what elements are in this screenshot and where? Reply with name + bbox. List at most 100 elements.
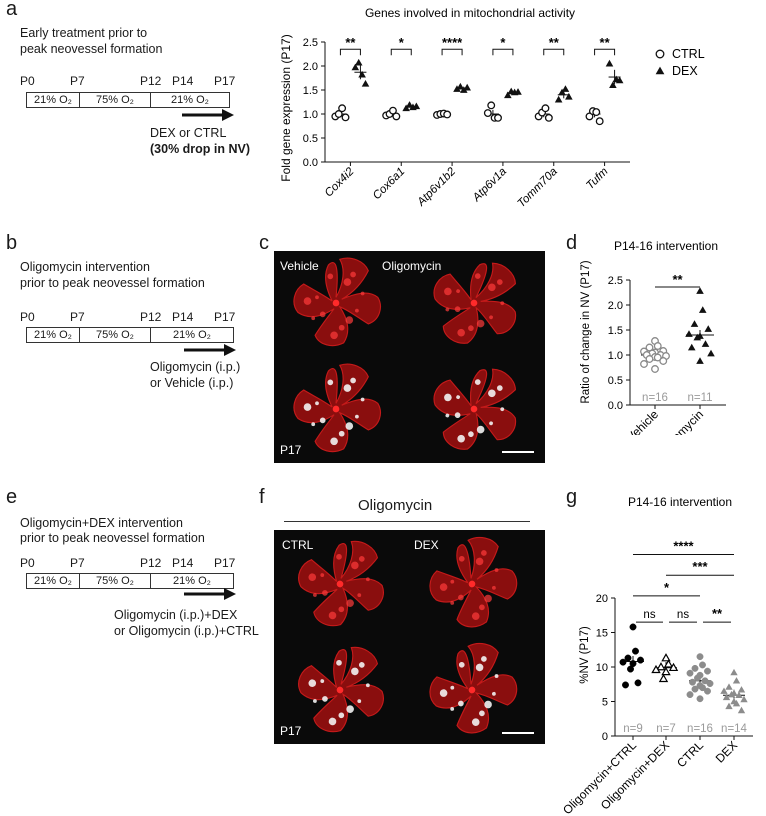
timeline-b-p0: P0 xyxy=(20,310,35,324)
timeline-a-bar: 21% O₂ 75% O₂ 21% O₂ xyxy=(26,92,230,108)
chart-a-point-ctrl xyxy=(487,101,496,110)
neovascular-tuft xyxy=(343,384,352,392)
chart-a-xtick-label: Cox4i2 xyxy=(323,165,357,199)
timeline-e-p17: P17 xyxy=(214,556,236,570)
chart-g-point xyxy=(696,695,704,703)
chart-g-point xyxy=(732,699,741,707)
micrograph-c: Vehicle Oligomycin P17 xyxy=(274,251,545,463)
chart-d-point-vehicle xyxy=(653,353,662,362)
optic-disc xyxy=(470,299,478,307)
chart-a-legend-marker-dex xyxy=(655,66,665,75)
vessel-highlight xyxy=(458,555,465,562)
panel-f-header-line xyxy=(284,521,530,522)
chart-g-ytick-label: 20 xyxy=(596,593,608,605)
chart-a-point-dex xyxy=(558,88,566,96)
chart-d-n-label: n=16 xyxy=(642,392,668,404)
retina-c-oligomycin-top xyxy=(433,262,517,344)
neovascular-tuft xyxy=(360,397,365,402)
chart-d-point-vehicle xyxy=(653,342,662,350)
optic-disc xyxy=(332,299,340,307)
chart-g-n-label: n=14 xyxy=(721,723,748,735)
neovascular-tuft xyxy=(474,379,481,385)
neovascular-tuft xyxy=(311,422,316,427)
chart-g-n-label: n=7 xyxy=(656,723,676,735)
panel-e-desc-line1: Oligomycin+DEX intervention xyxy=(20,516,183,530)
panel-letter-e: e xyxy=(6,486,18,508)
neovascular-tuft xyxy=(496,385,503,391)
chart-g-point xyxy=(629,623,637,631)
chart-g-point xyxy=(663,659,674,668)
timeline-b-phase3: 21% O₂ xyxy=(173,329,211,341)
chart-g-point xyxy=(627,665,634,673)
chart-g-point xyxy=(725,702,733,710)
neovascular-tuft xyxy=(484,700,492,709)
retina-c-oligomycin-bottom xyxy=(433,368,517,450)
neovascular-tuft xyxy=(492,691,496,696)
chart-g-point xyxy=(727,690,736,698)
panel-a-treatment: DEX or CTRL xyxy=(150,126,227,140)
panel-e-desc-line2: prior to peak neovessel formation xyxy=(20,531,205,545)
vessel-highlight xyxy=(476,319,485,328)
chart-a-point-dex xyxy=(609,81,617,89)
chart-d-ytick-label: 0.0 xyxy=(608,400,623,412)
vessel-highlight xyxy=(357,593,362,598)
chart-d-point-vehicle xyxy=(659,357,668,365)
vessel-highlight xyxy=(358,556,365,562)
vessel-highlight xyxy=(445,307,450,312)
chart-d-xtick-label: Oligomycin xyxy=(654,407,706,435)
chart-d: P14-16 intervention Ratio of change in N… xyxy=(580,239,726,435)
neovascular-tuft xyxy=(346,705,354,713)
chart-d-sig-label: ** xyxy=(672,272,683,287)
chart-a-ytick-label: 0.5 xyxy=(303,133,318,145)
chart-g-point xyxy=(689,678,696,686)
chart-a-point-dex xyxy=(402,104,410,112)
chart-g-ytick-label: 5 xyxy=(602,697,608,709)
neovascular-tuft xyxy=(456,395,460,400)
timeline-e-p14: P14 xyxy=(172,556,194,570)
timeline-e-p7: P7 xyxy=(70,556,85,570)
chart-g-sig-label: **** xyxy=(673,539,694,554)
chart-a-sig-bracket xyxy=(441,48,463,56)
vessel-highlight xyxy=(488,283,496,292)
chart-a-sig-bracket xyxy=(492,48,514,56)
chart-d-ytick-label: 2.0 xyxy=(608,300,623,312)
chart-a-point-ctrl xyxy=(544,113,553,122)
vessel-highlight xyxy=(327,273,334,280)
vessel-highlight xyxy=(496,279,503,285)
neovascular-tuft xyxy=(481,656,487,662)
chart-a-point-ctrl xyxy=(388,106,397,115)
chart-a-point-ctrl xyxy=(392,112,401,121)
chart-g-point xyxy=(699,684,706,692)
timeline-b-phase1: 21% O₂ xyxy=(27,328,80,342)
panel-b-treatment-line1: Oligomycin (i.p.) xyxy=(150,360,241,374)
neovascular-tuft xyxy=(450,685,455,690)
micrograph-c-label-oligomycin: Oligomycin xyxy=(382,259,442,273)
chart-g-point xyxy=(656,662,666,671)
vessel-highlight xyxy=(489,315,493,320)
vessel-highlight xyxy=(322,590,328,596)
chart-a-ytick-label: 1.0 xyxy=(303,109,318,121)
timeline-a-phase1: 21% O₂ xyxy=(27,93,80,107)
vessel-highlight xyxy=(313,593,317,597)
chart-a-point-ctrl xyxy=(443,110,452,119)
chart-g-point xyxy=(637,656,644,664)
chart-g-point xyxy=(699,661,706,669)
chart-d-point-oligomycin xyxy=(707,349,715,357)
chart-g-point xyxy=(704,667,711,675)
vessel-highlight xyxy=(346,599,354,607)
vessel-highlight xyxy=(439,583,448,591)
neovascular-tuft xyxy=(468,431,474,438)
neovascular-tuft xyxy=(315,401,319,406)
timeline-e-p0: P0 xyxy=(20,556,35,570)
chart-d-ytick-label: 2.5 xyxy=(608,275,623,287)
vessel-highlight xyxy=(474,273,481,279)
chart-g-ytick-label: 10 xyxy=(596,662,608,674)
timeline-a-p7: P7 xyxy=(70,74,85,88)
timeline-e-phase3: 21% O₂ xyxy=(173,575,211,587)
neovascular-tuft xyxy=(458,700,464,707)
neovascular-tuft xyxy=(445,413,450,418)
panel-letter-d: d xyxy=(566,232,578,254)
retina-f-ctrl-top xyxy=(298,540,384,627)
chart-a-point-dex xyxy=(358,70,366,78)
panel-letter-c: c xyxy=(259,232,269,254)
